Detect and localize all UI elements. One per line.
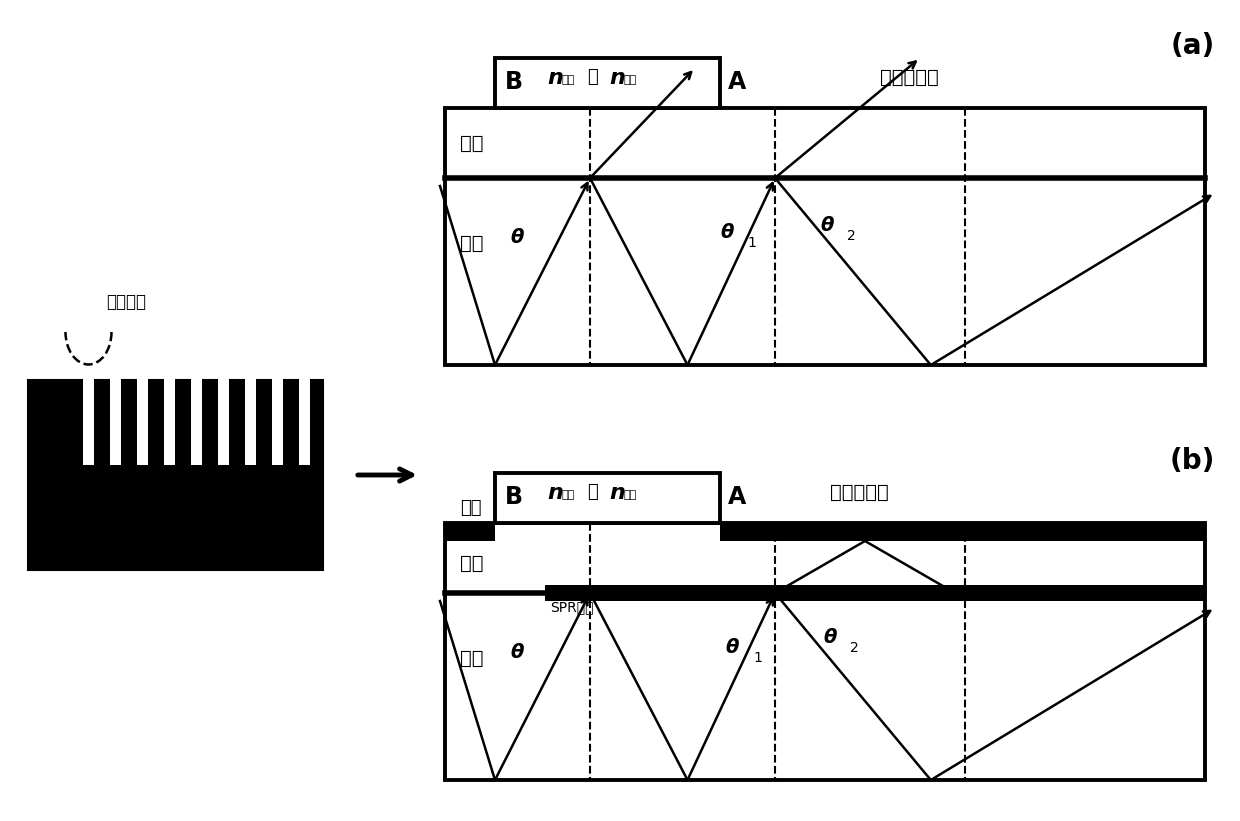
Text: n: n <box>547 483 563 503</box>
Bar <box>29 380 322 570</box>
Bar <box>83 380 94 466</box>
Bar <box>445 593 1205 780</box>
Bar <box>445 523 495 541</box>
Text: B: B <box>505 70 523 94</box>
Text: 盐水: 盐水 <box>622 490 636 500</box>
Bar <box>136 380 148 466</box>
Bar <box>136 330 148 384</box>
Text: B: B <box>505 485 523 509</box>
Text: n: n <box>609 483 625 503</box>
Text: θ: θ <box>725 638 738 657</box>
Text: 偶逝波损耗: 偶逝波损耗 <box>880 68 939 87</box>
Bar <box>445 523 1205 593</box>
Bar <box>110 380 122 466</box>
Text: (b): (b) <box>1169 447 1215 475</box>
Bar <box>272 380 283 466</box>
Bar <box>164 380 175 466</box>
Bar <box>445 178 1205 365</box>
Text: 1: 1 <box>753 651 761 665</box>
Text: A: A <box>728 70 746 94</box>
Bar <box>191 380 202 466</box>
Text: 窄槽结构: 窄槽结构 <box>107 293 146 311</box>
Bar <box>218 380 229 466</box>
Text: θ: θ <box>510 643 523 662</box>
Bar <box>110 330 122 384</box>
Bar <box>246 380 255 466</box>
Bar <box>720 523 1205 541</box>
Bar <box>191 330 202 384</box>
Bar <box>164 330 175 384</box>
Text: n: n <box>547 68 563 88</box>
Text: 2: 2 <box>849 641 859 655</box>
Bar <box>83 330 94 384</box>
Text: 到: 到 <box>587 68 598 86</box>
Text: 纤芯: 纤芯 <box>460 649 484 668</box>
Text: 包层: 包层 <box>460 553 484 572</box>
Bar <box>495 58 720 108</box>
Text: n: n <box>609 68 625 88</box>
Text: 1: 1 <box>746 236 756 250</box>
Bar <box>445 108 1205 178</box>
Text: (a): (a) <box>1171 32 1215 60</box>
Bar <box>299 330 310 384</box>
Bar <box>272 330 283 384</box>
Text: 2: 2 <box>847 229 856 243</box>
Text: A: A <box>728 485 746 509</box>
Text: 偶逝波损耗: 偶逝波损耗 <box>830 483 889 502</box>
Text: 盐水: 盐水 <box>622 75 636 85</box>
Text: 纤芯: 纤芯 <box>460 234 484 253</box>
Text: 空气: 空气 <box>560 75 574 85</box>
Text: 空气: 空气 <box>560 490 574 500</box>
Bar <box>246 330 255 384</box>
Bar <box>495 473 720 523</box>
Text: 包层: 包层 <box>460 134 484 153</box>
Bar <box>546 585 1205 601</box>
Text: SPR耦合: SPR耦合 <box>551 600 594 614</box>
Text: θ: θ <box>823 628 836 647</box>
Text: 到: 到 <box>587 483 598 501</box>
Bar <box>299 380 310 466</box>
Text: 金层: 金层 <box>460 499 481 517</box>
Bar <box>218 330 229 384</box>
Text: θ: θ <box>510 228 523 247</box>
Text: θ: θ <box>820 216 833 235</box>
Text: θ: θ <box>720 223 733 242</box>
